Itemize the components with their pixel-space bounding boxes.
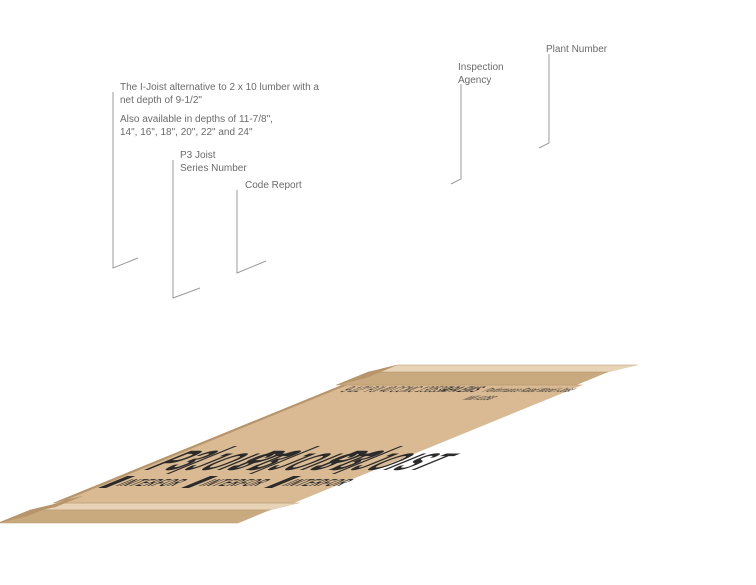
callout-inspection-line1: Inspection xyxy=(458,62,504,73)
callouts: The I-Joist alternative to 2 x 10 lumber… xyxy=(120,44,608,191)
print-rating-1: Performance Rated Wood I-Joist xyxy=(477,387,581,394)
top-flange-top xyxy=(368,365,637,372)
bottom-flange-top xyxy=(30,503,299,510)
callout-series-line1: P3 Joist xyxy=(180,150,216,161)
joist-diagram: The I-Joist alternative to 2 x 10 lumber… xyxy=(0,0,756,585)
callout-series-line2: Series Number xyxy=(180,163,247,174)
i-joist: 9-1/2" PJI 40 CCMC 13053R APA EWS Perfor… xyxy=(0,365,679,523)
top-flange-front xyxy=(336,372,608,385)
callout-availability-line1: Also available in depths of 11-7/8", xyxy=(120,114,273,125)
callout-description-line1: The I-Joist alternative to 2 x 10 lumber… xyxy=(120,82,319,93)
bottom-flange-front xyxy=(0,510,270,523)
callout-inspection-line2: Agency xyxy=(458,75,491,86)
callout-availability-line2: 14", 16", 18", 20", 22" and 24" xyxy=(120,127,253,138)
callout-plant: Plant Number xyxy=(546,44,608,55)
callout-code-report: Code Report xyxy=(245,180,302,191)
callout-description-line2: net depth of 9-1/2" xyxy=(120,95,202,106)
